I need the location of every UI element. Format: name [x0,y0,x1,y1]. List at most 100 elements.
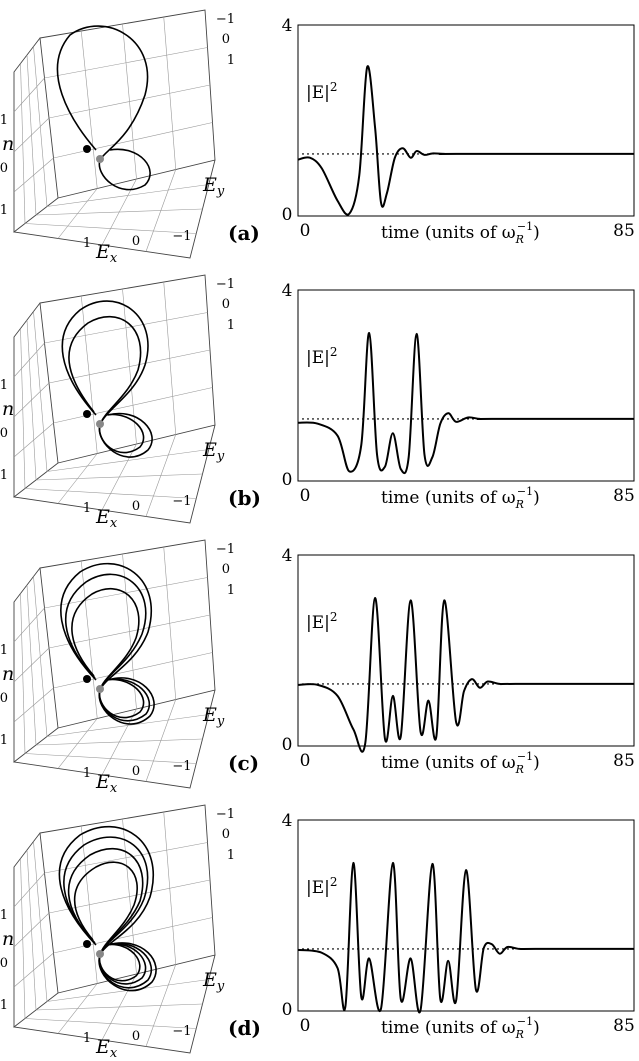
panel-label: (a) [228,221,260,245]
phase-grid-line [163,16,177,170]
ex-axis-label-subscript: x [110,1046,118,1061]
phase-grid-line [163,281,177,435]
panel-label: (d) [228,1016,261,1040]
ex-axis-label: Ex [95,771,118,796]
phase-box-left-edge [13,302,41,497]
phase-grid-line [24,1018,197,1029]
y-axis-label-superscript: 2 [330,345,338,359]
x-axis-label: time (units of ωR−1) [381,750,540,776]
phase-grid-line [24,753,197,764]
ex-tick-label: −1 [172,1024,191,1039]
ey-tick-label: 1 [227,53,235,68]
ey-tick-label: 0 [222,297,230,312]
y-axis-label-superscript: 2 [330,875,338,889]
y-tick-label: 0 [282,205,293,225]
phase-grid-line [13,157,54,193]
ex-tick-label: 1 [83,236,91,251]
trajectory-loop [56,25,151,191]
x-axis-label-subscript: R [515,763,524,776]
n-tick-label: −1 [0,998,8,1013]
phase-grid-line [145,169,177,252]
trajectory-loop [61,300,153,458]
phase-space-plot: −1 0 1 1 0 −1 1 0 −1 n Ex Ey [0,804,235,1061]
n-axis-label: n [2,133,14,155]
y-axis-label: |E|2 [306,345,338,368]
n-axis-label: n [2,663,14,685]
intensity-time-series: 4 00 85 |E|2 time (units of ωR−1) [282,546,635,776]
ey-tick-label: −1 [216,277,235,292]
n-tick-label: 1 [0,643,8,658]
phase-grid-line [24,488,197,499]
x-tick-label: 85 [613,221,635,241]
x-axis-label-end: ) [533,488,540,508]
phase-space-plot: −1 0 1 1 0 −1 1 0 −1 n Ex Ey [0,274,235,531]
phase-grid-line [20,328,26,489]
x-axis-label-superscript: −1 [517,1015,533,1028]
phase-box-left-edge [13,832,41,1027]
y-axis-label-superscript: 2 [330,80,338,94]
phase-grid-line [13,422,54,458]
ey-axis-label: Ey [202,704,225,729]
ey-axis-label-subscript: y [216,184,225,199]
ey-axis-label: Ey [202,174,225,199]
x-axis-label: time (units of ωR−1) [381,485,540,511]
trajectory-loop [64,573,151,722]
n-tick-label: 1 [0,113,8,128]
ex-tick-label: 1 [83,501,91,516]
x-axis-label-end: ) [533,1018,540,1038]
ex-axis-label: Ex [95,241,118,266]
x-tick-label: 85 [613,751,635,771]
ey-tick-label: −1 [216,12,235,27]
phase-grid-line [26,54,37,216]
phase-grid-line [20,593,26,754]
ex-axis-label: Ex [95,1036,118,1061]
n-tick-label: −1 [0,733,8,748]
ex-axis-label-subscript: x [110,516,118,531]
phase-grid-line [13,687,54,723]
phase-grid-line [163,811,177,965]
end-point-marker [96,685,104,693]
trajectory-loop [60,562,155,725]
phase-grid-line [24,223,197,234]
phase-grid-line [122,23,137,180]
x-tick-label: 85 [613,486,635,506]
trajectory-loop [67,847,147,985]
n-tick-label: −1 [0,468,8,483]
x-axis-label-subscript: R [515,1028,524,1041]
phase-box-left-edge [13,37,41,232]
ex-tick-label: −1 [172,759,191,774]
ey-axis-label-subscript: y [216,449,225,464]
phase-space-plot: −1 0 1 1 0 −1 1 0 −1 n Ex Ey [0,539,235,796]
panel-label: (c) [228,751,259,775]
phase-grid-line [145,434,177,517]
phase-grid-line [13,952,54,988]
phase-grid-line [53,122,213,159]
intensity-time-series: 4 00 85 |E|2 time (units of ωR−1) [282,16,635,246]
n-axis-label: n [2,398,14,420]
phase-grid-line [53,917,213,954]
y-axis-label-superscript: 2 [330,610,338,624]
end-point-marker [96,420,104,428]
x-tick-label: 0 [300,751,311,771]
phase-grid-line [122,288,137,445]
n-axis-label: n [2,928,14,950]
x-axis-label-subscript: R [515,498,524,511]
ex-axis-label: Ex [95,506,118,531]
trajectory-loop [73,861,141,982]
start-point-marker [83,675,91,683]
y-tick-label: 4 [282,16,293,36]
plot-frame [297,24,635,217]
phase-grid-line [35,738,203,746]
ex-tick-label: −1 [172,229,191,244]
n-tick-label: 0 [0,426,8,441]
n-tick-label: −1 [0,203,8,218]
intensity-series-line [297,861,634,1014]
ex-tick-label: 0 [132,499,140,514]
phase-grid-line [35,208,203,216]
phase-grid-line [122,818,137,975]
phase-grid-line [163,546,177,700]
y-axis-label: |E|2 [306,875,338,898]
panel-label: (b) [228,486,261,510]
